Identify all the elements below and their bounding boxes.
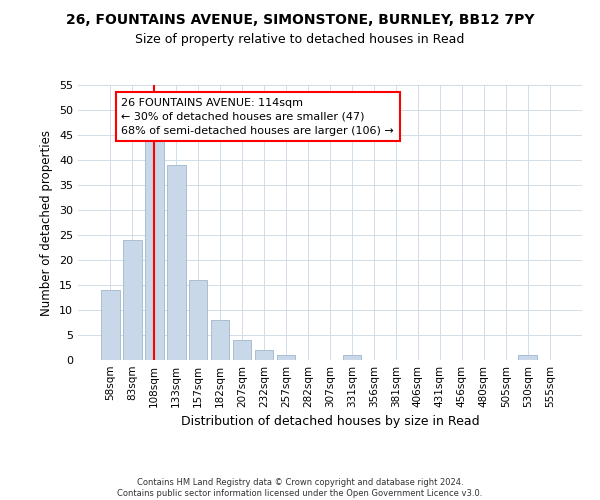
X-axis label: Distribution of detached houses by size in Read: Distribution of detached houses by size … [181, 416, 479, 428]
Bar [145, 135, 164, 360]
Bar [101, 290, 119, 360]
Bar [189, 280, 208, 360]
Text: 26 FOUNTAINS AVENUE: 114sqm
← 30% of detached houses are smaller (47)
68% of sem: 26 FOUNTAINS AVENUE: 114sqm ← 30% of det… [121, 98, 394, 136]
Text: 26, FOUNTAINS AVENUE, SIMONSTONE, BURNLEY, BB12 7PY: 26, FOUNTAINS AVENUE, SIMONSTONE, BURNLE… [66, 12, 534, 26]
Bar [123, 240, 142, 360]
Y-axis label: Number of detached properties: Number of detached properties [40, 130, 53, 316]
Bar [211, 320, 229, 360]
Bar [233, 340, 251, 360]
Bar [277, 355, 295, 360]
Bar [343, 355, 361, 360]
Text: Size of property relative to detached houses in Read: Size of property relative to detached ho… [136, 32, 464, 46]
Bar [167, 165, 185, 360]
Bar [518, 355, 537, 360]
Text: Contains HM Land Registry data © Crown copyright and database right 2024.
Contai: Contains HM Land Registry data © Crown c… [118, 478, 482, 498]
Bar [255, 350, 274, 360]
